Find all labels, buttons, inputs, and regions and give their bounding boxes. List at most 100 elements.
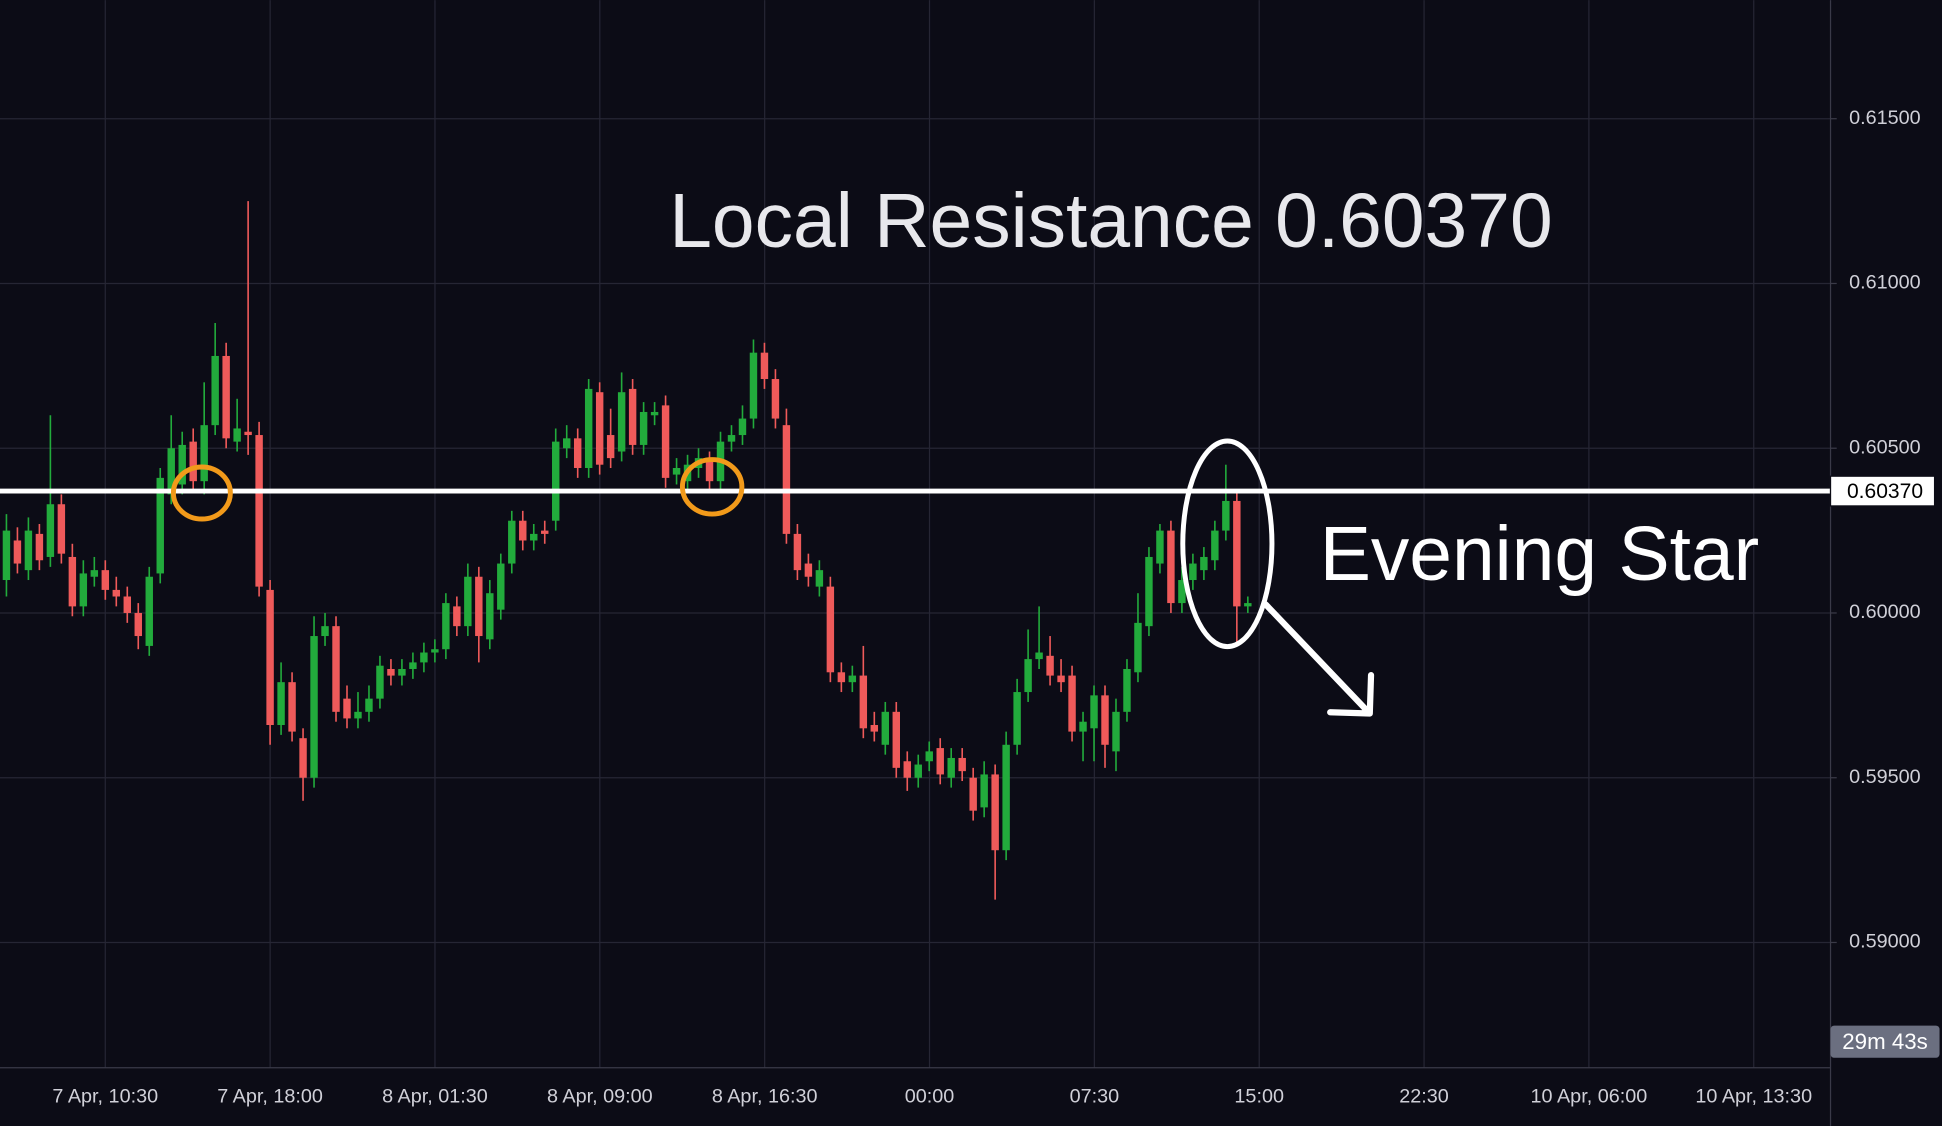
- candle-body: [1024, 659, 1032, 693]
- candle-body: [68, 556, 77, 607]
- candle-body: [57, 504, 66, 554]
- resistance-label-box: [1829, 475, 1936, 507]
- candle-body: [178, 444, 186, 485]
- candle-body: [1244, 603, 1252, 607]
- candle-body: [343, 698, 351, 719]
- x-tick-label: 7 Apr, 10:30: [52, 1086, 158, 1108]
- candle-body: [79, 573, 88, 607]
- candle-body: [738, 418, 747, 436]
- candle-body: [650, 411, 659, 416]
- x-tick-label: 8 Apr, 16:30: [712, 1086, 818, 1108]
- candle-body: [903, 761, 911, 778]
- candle-body: [189, 441, 197, 482]
- candle-body: [233, 428, 241, 442]
- candle-body: [628, 388, 637, 445]
- candle-body: [1112, 711, 1120, 752]
- candle-body: [562, 438, 571, 449]
- annotation-pattern: Evening Star: [1320, 511, 1760, 597]
- candle-body: [486, 593, 494, 640]
- candle-body: [1222, 500, 1230, 531]
- candle-body: [848, 675, 857, 683]
- candle-body: [793, 533, 802, 571]
- candle-body: [530, 533, 538, 541]
- x-tick-label: 10 Apr, 06:00: [1531, 1086, 1648, 1108]
- candle-body: [1123, 668, 1131, 712]
- candle-body: [1013, 692, 1021, 745]
- y-tick-label: 0.59000: [1849, 931, 1921, 953]
- candle-body: [90, 570, 99, 577]
- candle-body: [672, 467, 681, 475]
- candle-body: [815, 570, 824, 587]
- candle-body: [145, 576, 153, 646]
- candle-body: [1200, 556, 1208, 571]
- candle-body: [826, 586, 835, 673]
- candle-body: [1079, 721, 1087, 732]
- candle-body: [35, 533, 44, 561]
- candle-body: [365, 698, 373, 712]
- candle-body: [453, 606, 461, 627]
- candle-body: [771, 379, 780, 419]
- candle-body: [1233, 500, 1241, 607]
- candle-body: [13, 540, 22, 564]
- candle-body: [277, 682, 285, 726]
- countdown-box: [1830, 1025, 1940, 1058]
- candle-body: [1068, 675, 1076, 732]
- x-tick-label: 8 Apr, 09:00: [547, 1086, 653, 1108]
- candle-body: [892, 711, 900, 768]
- countdown: 29m 43s: [1842, 1029, 1927, 1054]
- candle-body: [442, 603, 450, 650]
- candle-body: [749, 352, 758, 419]
- y-tick-label: 0.59500: [1849, 766, 1921, 788]
- down-arrow: [1262, 601, 1375, 717]
- candle-body: [1046, 655, 1054, 676]
- candle-body: [969, 777, 977, 811]
- y-tick-label: 0.61000: [1849, 272, 1921, 294]
- candle-body: [573, 438, 582, 468]
- candle-body: [46, 504, 55, 557]
- candle-body: [134, 612, 142, 637]
- annotation-title: Local Resistance 0.60370: [669, 178, 1552, 264]
- pattern-ellipse: [1180, 438, 1275, 650]
- x-tick-label: 8 Apr, 01:30: [382, 1086, 488, 1108]
- candle-body: [112, 589, 121, 597]
- candle-body: [1145, 556, 1153, 627]
- candle-body: [299, 738, 307, 778]
- candle-body: [595, 392, 604, 465]
- touch-circle: [170, 464, 233, 522]
- candle-body: [123, 596, 131, 613]
- candle-body: [255, 435, 263, 587]
- candle-body: [376, 665, 384, 699]
- candle-body: [859, 675, 868, 729]
- candle-body: [288, 682, 296, 732]
- candle-body: [837, 672, 846, 683]
- candle-body: [409, 662, 417, 669]
- candle-body: [1134, 622, 1142, 673]
- candle-body: [947, 757, 955, 778]
- candle-body: [639, 411, 648, 445]
- candles: [0, 201, 1831, 900]
- candle-body: [782, 425, 791, 534]
- candle-body: [870, 725, 879, 732]
- x-tick-label: 10 Apr, 13:30: [1695, 1086, 1812, 1108]
- candle-body: [266, 589, 274, 726]
- candle-body: [617, 392, 626, 452]
- candle-body: [244, 431, 252, 436]
- candle-body: [101, 570, 110, 590]
- candle-body: [1002, 744, 1010, 851]
- candle-body: [661, 405, 670, 478]
- candle-body: [475, 576, 483, 637]
- candle-body: [541, 530, 549, 534]
- candle-body: [1189, 563, 1197, 581]
- candle-body: [387, 668, 395, 676]
- candle-body: [914, 764, 922, 778]
- candle-body: [222, 355, 230, 439]
- candle-body: [705, 461, 714, 482]
- candle-body: [519, 520, 527, 541]
- candle-body: [1090, 695, 1098, 729]
- candle-body: [925, 751, 933, 762]
- x-tick-label: 00:00: [905, 1086, 955, 1108]
- candle-body: [1178, 580, 1186, 604]
- candle-body: [354, 711, 362, 719]
